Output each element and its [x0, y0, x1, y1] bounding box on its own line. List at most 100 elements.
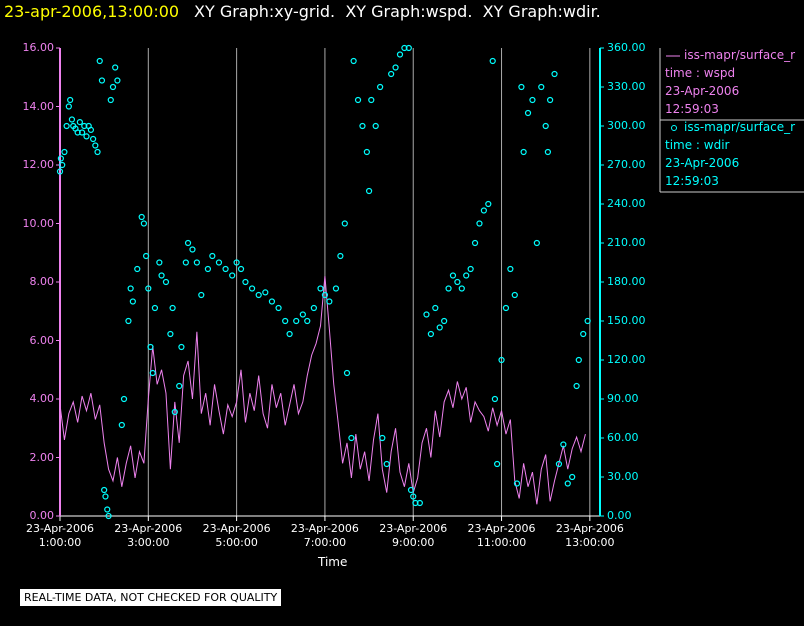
scatter-point: [441, 317, 448, 325]
scatter-point: [368, 96, 375, 104]
y-tick-label: 16.00: [22, 41, 55, 54]
scatter-point: [379, 434, 386, 442]
scatter-point: [377, 83, 384, 91]
scatter-point: [158, 272, 165, 279]
scatter-point: [67, 96, 74, 104]
x-tick-label: 23-Apr-2006 5:00:00: [202, 522, 271, 549]
x-tick-label: 23-Apr-2006 9:00:00: [379, 522, 448, 549]
scatter-point: [83, 133, 90, 140]
legend-line: 23-Apr-2006: [665, 84, 740, 98]
scatter-point: [321, 291, 329, 299]
legend-line: time : wspd: [665, 66, 736, 80]
scatter-point: [471, 239, 479, 247]
scatter-point: [109, 83, 117, 91]
scatter-point: [293, 317, 300, 325]
scatter-point: [209, 252, 216, 260]
scatter-point: [142, 252, 150, 260]
scatter-point: [304, 317, 311, 325]
scatter-point: [222, 265, 229, 273]
scatter-point: [489, 57, 496, 65]
scatter-point: [410, 493, 417, 500]
x-tick-label: 23-Apr-2006 7:00:00: [290, 522, 359, 549]
scatter-point: [343, 369, 351, 377]
scatter-point: [96, 57, 103, 65]
scatter-point: [416, 499, 423, 507]
scatter-point: [348, 434, 355, 442]
scatter-point: [262, 289, 269, 296]
scatter-point: [237, 265, 245, 273]
scatter-point: [463, 272, 470, 279]
scatter-point: [573, 382, 580, 390]
legend-line: 23-Apr-2006: [665, 156, 740, 170]
legend-line: 12:59:03: [665, 174, 719, 188]
quality-note: REAL-TIME DATA, NOT CHECKED FOR QUALITY: [20, 589, 282, 606]
scatter-point: [547, 96, 554, 104]
scatter-point: [569, 473, 576, 481]
y-tick-label: 6.00: [29, 333, 55, 347]
scatter-point: [149, 369, 156, 377]
y2-tick-label: 30.00: [607, 470, 639, 483]
scatter-point: [513, 480, 521, 487]
scatter-point: [520, 148, 527, 156]
scatter-point: [125, 317, 132, 325]
scatter-point: [92, 142, 99, 149]
scatter-point: [337, 252, 344, 260]
scatter-point: [68, 116, 76, 123]
scatter-point: [114, 77, 121, 84]
scatter-point: [436, 324, 443, 331]
scatter-point: [255, 291, 262, 299]
scatter-point: [341, 220, 348, 227]
scatter-point: [491, 395, 499, 403]
scatter-point: [354, 96, 362, 104]
x-axis-label: Time: [318, 555, 348, 569]
scatter-point: [76, 118, 83, 126]
y2-tick-label: 240.00: [607, 197, 646, 210]
scatter-point: [178, 343, 185, 351]
scatter-point: [78, 129, 86, 136]
scatter-point: [120, 395, 128, 403]
scatter-point: [332, 285, 340, 292]
scatter-point: [169, 304, 176, 312]
scatter-point: [98, 77, 106, 84]
legend-name: iss-mapr/surface_r: [684, 120, 796, 134]
x-tick-label: 23-Apr-2006 3:00:00: [114, 522, 183, 549]
scatter-point: [90, 135, 97, 143]
scatter-point: [365, 187, 373, 195]
scatter-point: [575, 356, 582, 364]
scatter-point: [476, 220, 483, 227]
series-line: [59, 276, 586, 505]
scatter-point: [107, 96, 114, 104]
scatter-point: [507, 265, 514, 273]
legend-name: iss-mapr/surface_r: [684, 48, 796, 62]
y2-tick-label: 150.00: [607, 314, 646, 327]
scatter-point: [494, 460, 501, 468]
scatter-point: [350, 57, 357, 65]
y2-tick-label: 300.00: [607, 119, 646, 132]
scatter-point: [533, 239, 540, 247]
scatter-point: [127, 285, 134, 292]
scatter-point: [176, 382, 183, 390]
scatter-point: [104, 506, 111, 513]
scatter-point: [59, 161, 66, 169]
x-tick-label: 23-Apr-2006 13:00:00: [555, 522, 624, 549]
scatter-point: [299, 311, 306, 318]
scatter-point: [405, 44, 412, 52]
scatter-point: [182, 259, 189, 266]
legend-swatch: [671, 125, 677, 131]
scatter-point: [529, 96, 536, 104]
scatter-point: [445, 285, 452, 292]
y2-tick-label: 60.00: [607, 431, 639, 444]
scatter-point: [544, 148, 551, 156]
scatter-point: [502, 304, 510, 312]
scatter-point: [317, 285, 324, 292]
scatter-point: [286, 330, 293, 338]
scatter-point: [458, 285, 465, 292]
y2-tick-label: 120.00: [607, 353, 646, 366]
scatter-point: [485, 200, 492, 208]
scatter-point: [423, 311, 430, 318]
scatter-point: [248, 285, 256, 292]
scatter-point: [145, 285, 152, 292]
scatter-point: [61, 148, 68, 156]
scatter-point: [147, 343, 154, 351]
scatter-point: [112, 64, 119, 71]
